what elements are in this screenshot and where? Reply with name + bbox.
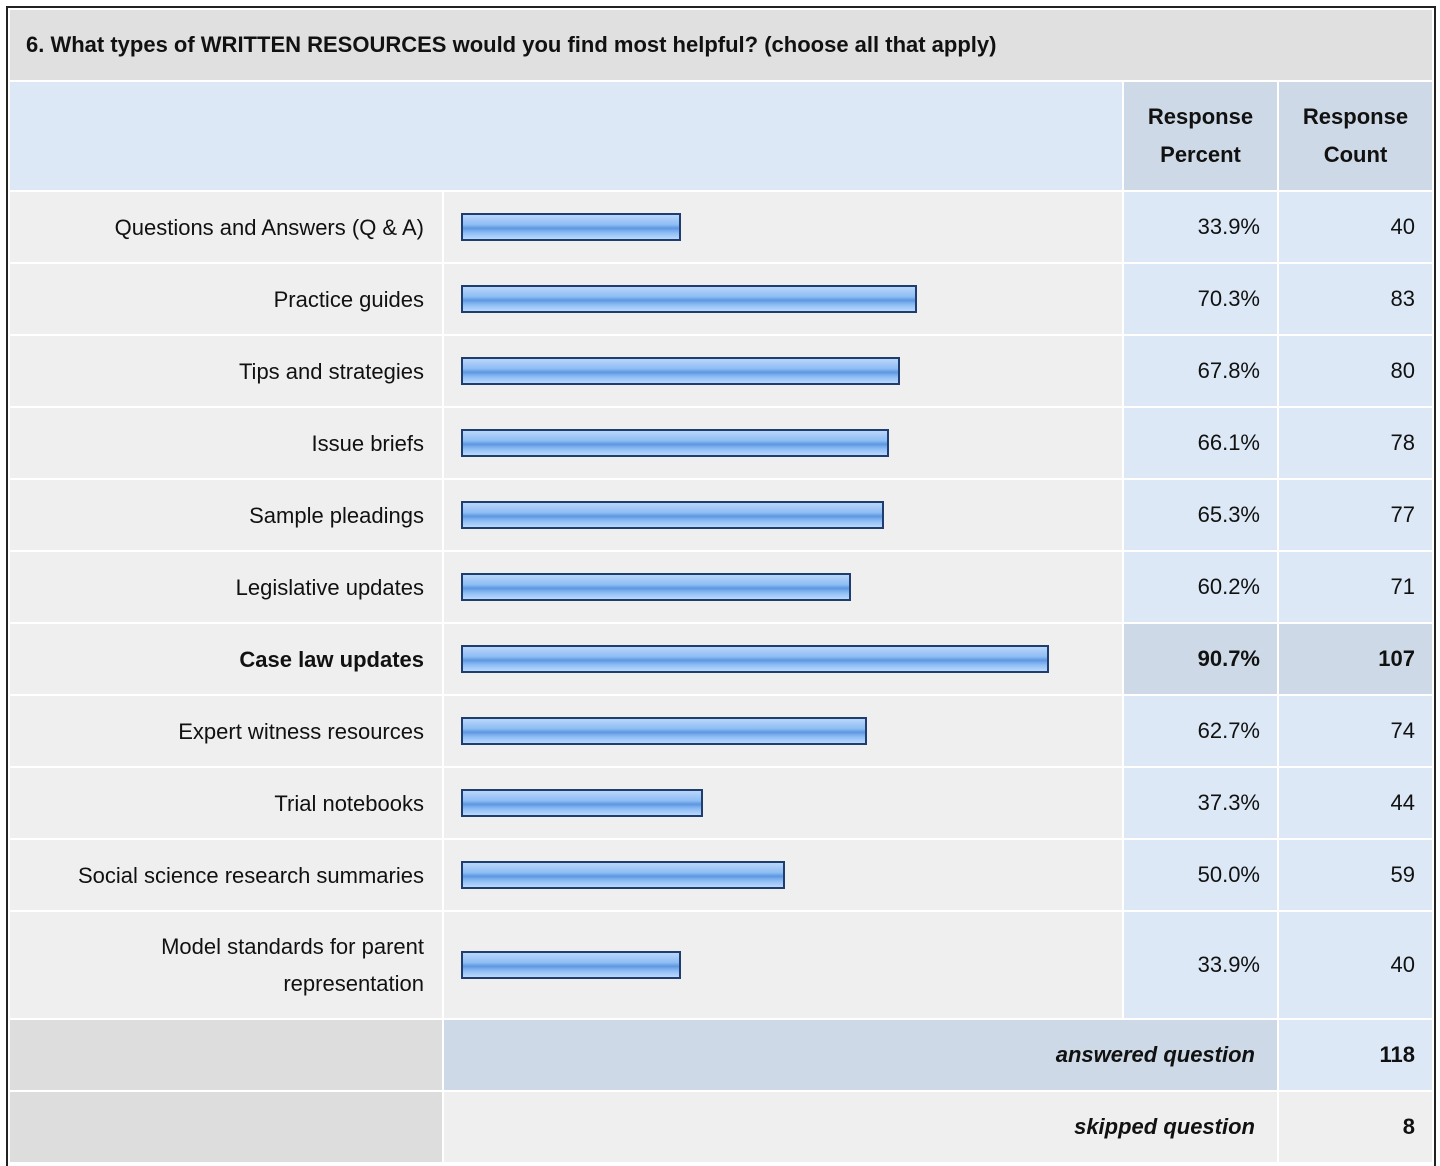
percent-label: 65.3% bbox=[1124, 480, 1277, 550]
category-label: Model standards for parent representatio… bbox=[10, 912, 442, 1018]
bar bbox=[461, 861, 785, 889]
bar bbox=[461, 357, 901, 385]
count-label: 80 bbox=[1279, 336, 1432, 406]
percent-label: 66.1% bbox=[1124, 408, 1277, 478]
count-label: 40 bbox=[1279, 192, 1432, 262]
category-label: Questions and Answers (Q & A) bbox=[10, 192, 442, 262]
category-label: Tips and strategies bbox=[10, 336, 442, 406]
header-percent: Response Percent bbox=[1124, 82, 1277, 190]
count-label: 71 bbox=[1279, 552, 1432, 622]
percent-label: 90.7% bbox=[1124, 624, 1277, 694]
category-label: Sample pleadings bbox=[10, 480, 442, 550]
header-blank bbox=[10, 82, 1122, 190]
bar bbox=[461, 645, 1049, 673]
bar bbox=[461, 501, 885, 529]
bar bbox=[461, 951, 681, 979]
count-label: 107 bbox=[1279, 624, 1432, 694]
count-label: 40 bbox=[1279, 912, 1432, 1018]
category-label: Legislative updates bbox=[10, 552, 442, 622]
bar bbox=[461, 429, 890, 457]
bar bbox=[461, 717, 868, 745]
percent-label: 62.7% bbox=[1124, 696, 1277, 766]
count-label: 59 bbox=[1279, 840, 1432, 910]
percent-label: 60.2% bbox=[1124, 552, 1277, 622]
percent-label: 50.0% bbox=[1124, 840, 1277, 910]
category-label: Trial notebooks bbox=[10, 768, 442, 838]
skipped-label: skipped question bbox=[444, 1092, 1277, 1162]
header-count: Response Count bbox=[1279, 82, 1432, 190]
percent-label: 67.8% bbox=[1124, 336, 1277, 406]
percent-label: 33.9% bbox=[1124, 912, 1277, 1018]
table-border bbox=[6, 6, 1436, 1166]
category-label: Social science research summaries bbox=[10, 840, 442, 910]
count-label: 44 bbox=[1279, 768, 1432, 838]
answered-count: 118 bbox=[1279, 1020, 1432, 1090]
count-label: 83 bbox=[1279, 264, 1432, 334]
bar bbox=[461, 213, 681, 241]
bar bbox=[461, 573, 852, 601]
question-title: 6. What types of WRITTEN RESOURCES would… bbox=[10, 10, 1432, 80]
skipped-count: 8 bbox=[1279, 1092, 1432, 1162]
percent-label: 70.3% bbox=[1124, 264, 1277, 334]
category-label: Case law updates bbox=[10, 624, 442, 694]
percent-label: 37.3% bbox=[1124, 768, 1277, 838]
category-label: Expert witness resources bbox=[10, 696, 442, 766]
bar bbox=[461, 789, 703, 817]
footer-blank bbox=[10, 1020, 442, 1090]
category-label: Issue briefs bbox=[10, 408, 442, 478]
count-label: 77 bbox=[1279, 480, 1432, 550]
answered-label: answered question bbox=[444, 1020, 1277, 1090]
footer-blank bbox=[10, 1092, 442, 1162]
percent-label: 33.9% bbox=[1124, 192, 1277, 262]
count-label: 74 bbox=[1279, 696, 1432, 766]
bar bbox=[461, 285, 917, 313]
category-label: Practice guides bbox=[10, 264, 442, 334]
count-label: 78 bbox=[1279, 408, 1432, 478]
